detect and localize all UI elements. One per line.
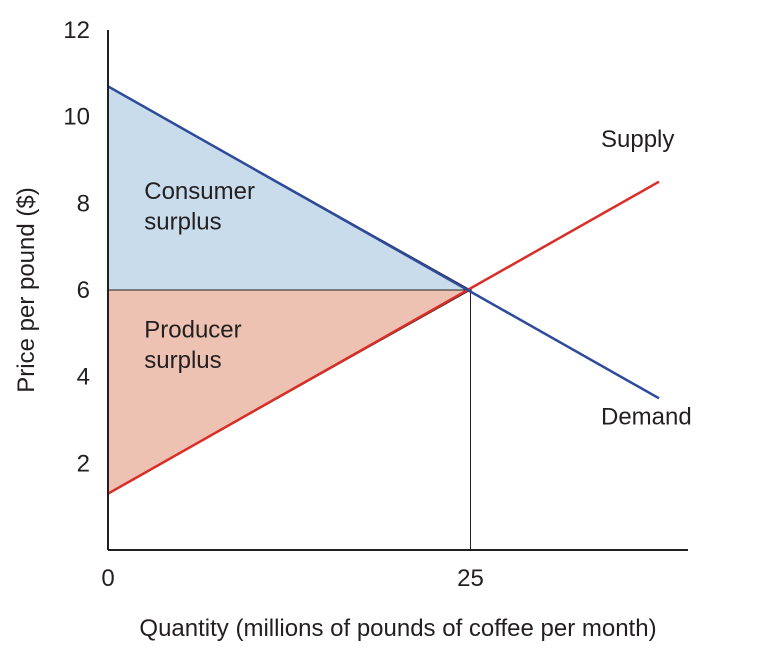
consumer-surplus-label: Consumer (144, 178, 255, 205)
supply-label: Supply (601, 126, 674, 153)
consumer-surplus-label-2: surplus (144, 208, 221, 235)
y-axis-label: Price per pound ($) (13, 187, 40, 392)
demand-label: Demand (601, 403, 692, 430)
y-tick: 10 (63, 104, 90, 131)
supply-demand-chart: 2 4 6 8 10 12 0 25 Consumer surplus Producer s… (0, 0, 769, 668)
x-axis-label: Quantity (millions of pounds of coffee p… (139, 615, 656, 642)
y-tick: 12 (63, 17, 90, 44)
producer-surplus-label: Producer (144, 317, 241, 344)
y-tick-labels: 2 4 6 8 10 12 (63, 17, 90, 477)
y-tick: 4 (77, 364, 90, 391)
x-tick: 0 (101, 565, 114, 592)
chart-svg: 2 4 6 8 10 12 0 25 Consumer surplus Producer s… (0, 0, 769, 668)
producer-surplus-label-2: surplus (144, 347, 221, 374)
y-tick: 8 (77, 190, 90, 217)
x-tick-labels: 0 25 (101, 565, 484, 592)
y-tick: 6 (77, 277, 90, 304)
x-tick: 25 (457, 565, 484, 592)
y-tick: 2 (77, 450, 90, 477)
